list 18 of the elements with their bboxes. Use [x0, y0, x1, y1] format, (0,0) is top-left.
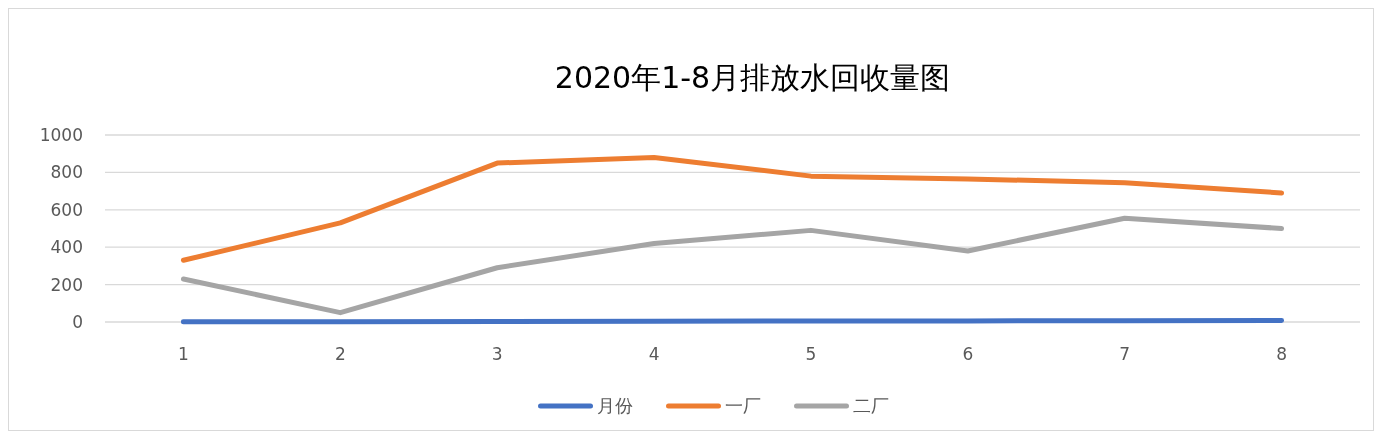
- x-tick-label: 8: [1276, 344, 1287, 364]
- y-tick-label: 0: [72, 311, 83, 332]
- x-tick-label: 5: [805, 344, 817, 364]
- x-tick-label: 7: [1119, 344, 1131, 364]
- y-tick-label: 400: [50, 237, 83, 258]
- legend-label: 一厂: [724, 395, 761, 417]
- x-tick-label: 4: [648, 344, 660, 364]
- x-tick-label: 3: [491, 344, 503, 364]
- legend-label: 月份: [596, 395, 633, 417]
- y-tick-label: 600: [50, 199, 83, 220]
- x-tick-label: 1: [178, 344, 189, 364]
- x-tick-label: 6: [962, 344, 974, 364]
- y-tick-label: 1000: [39, 124, 83, 145]
- x-tick-label: 2: [334, 344, 346, 364]
- chart-title: 2020年1-8月排放水回收量图: [554, 60, 951, 95]
- y-tick-label: 800: [50, 162, 83, 183]
- legend-label: 二厂: [852, 395, 889, 417]
- y-tick-label: 200: [50, 274, 83, 295]
